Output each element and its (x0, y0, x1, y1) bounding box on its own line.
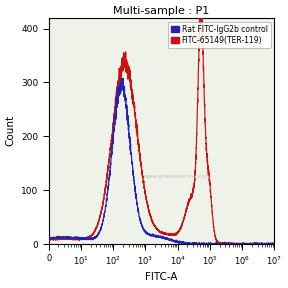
X-axis label: FITC-A: FITC-A (145, 272, 178, 283)
Legend: Rat FITC-IgG2b control, FITC-65149(TER-119): Rat FITC-IgG2b control, FITC-65149(TER-1… (168, 22, 271, 48)
Y-axis label: Count: Count (5, 115, 16, 147)
Text: www.elabscience.com: www.elabscience.com (143, 174, 212, 179)
Title: Multi-sample : P1: Multi-sample : P1 (113, 5, 210, 16)
